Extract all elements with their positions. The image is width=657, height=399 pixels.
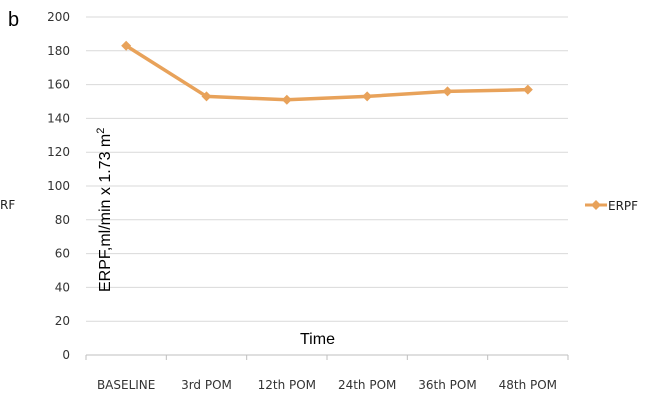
y-tick-label: 160 — [47, 78, 70, 92]
y-tick-label: 180 — [47, 44, 70, 58]
y-tick-label: 140 — [47, 111, 70, 125]
data-point — [522, 84, 533, 95]
legend-label: ERPF — [608, 199, 638, 213]
data-point — [362, 91, 373, 102]
x-tick-label: 3rd POM — [181, 378, 232, 392]
data-point — [281, 94, 292, 105]
data-point — [442, 86, 453, 97]
series-line-erpf — [124, 43, 530, 102]
x-tick-label: 36th POM — [418, 378, 476, 392]
y-axis-title: ERPF,ml/min x 1.73 m2 — [95, 128, 114, 292]
y-tick-label: 60 — [55, 247, 70, 261]
x-axis-title: Time — [300, 331, 335, 348]
panel-label: b — [8, 9, 19, 31]
y-tick-label: 200 — [47, 10, 70, 24]
y-tick-label: 0 — [62, 348, 70, 362]
x-tick-label: 48th POM — [499, 378, 557, 392]
x-tick-label: BASELINE — [97, 378, 155, 392]
y-tick-label: 120 — [47, 145, 70, 159]
y-tick-label: 20 — [55, 314, 70, 328]
data-point — [201, 91, 212, 102]
series-layer — [121, 40, 533, 105]
x-tick-label: 12th POM — [258, 378, 316, 392]
x-tick-labels: BASELINE 3rd POM 12th POM 24th POM 36th POM 4… — [97, 378, 557, 392]
gridlines — [85, 16, 569, 360]
y-tick-label: 100 — [47, 179, 70, 193]
legend-diamond-marker — [591, 200, 601, 210]
cut-off-label: RF — [0, 198, 15, 212]
y-tick-labels: 0 20 40 60 80 100 120 140 160 180 200 — [47, 10, 70, 362]
data-point — [121, 40, 132, 51]
x-tick-label: 24th POM — [338, 378, 396, 392]
legend: ERPF — [585, 199, 638, 213]
y-tick-label: 80 — [55, 213, 70, 227]
y-tick-label: 40 — [55, 280, 70, 294]
